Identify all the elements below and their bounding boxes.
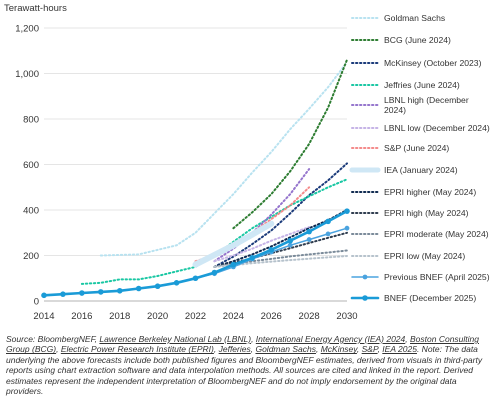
- series-line-iea-january-2024: [192, 220, 275, 268]
- legend-label-goldman-sachs: Goldman Sachs: [384, 13, 445, 23]
- y-tick-label: 0: [34, 297, 39, 308]
- x-tick-label: 2020: [147, 311, 168, 322]
- x-tick-label: 2030: [336, 311, 357, 322]
- legend-label-mckinsey-october-2023: McKinsey (October 2023): [384, 58, 482, 68]
- source-link[interactable]: McKinsey: [320, 344, 357, 355]
- data-point-bnef-december-2025: [116, 287, 123, 294]
- y-tick-label: 800: [23, 115, 39, 126]
- legend-label-bcg-june-2024: BCG (June 2024): [384, 35, 451, 45]
- y-tick-label: 400: [23, 206, 39, 217]
- legend-marker-previous-bnef-april-2025: [362, 274, 368, 280]
- data-point-bnef-december-2025: [249, 254, 256, 261]
- source-link[interactable]: S&P: [361, 344, 378, 355]
- legend-label-epri-moderate-may-2024: EPRI moderate (May 2024): [384, 229, 489, 239]
- data-point-bnef-december-2025: [154, 283, 161, 290]
- legend-label-bnef-december-2025: BNEF (December 2025): [384, 293, 476, 303]
- legend-label-lbnl-high-december-2024: LBNL high (December 2024): [384, 95, 469, 115]
- x-tick-label: 2028: [299, 311, 320, 322]
- y-tick-label: 200: [23, 251, 39, 262]
- series-line-bcg-june-2024: [232, 58, 348, 230]
- data-point-bnef-december-2025: [79, 290, 85, 296]
- x-tick-labels: 2014 2016 2018 2020 2022 2024 2026 2028 2030: [33, 311, 357, 322]
- series-line-epri-high-may-2024: [213, 231, 348, 268]
- data-point-previous-bnef-april-2025: [287, 242, 293, 248]
- data-point-bnef-december-2025: [287, 237, 293, 244]
- y-tick-label: 1,000: [15, 69, 39, 80]
- legend-marker-bnef-december-2025: [362, 295, 368, 301]
- y-axis-label: Terawatt-hours: [4, 3, 67, 14]
- legend-label-epri-high-may-2024: EPRI high (May 2024): [384, 208, 469, 218]
- x-tick-label: 2022: [185, 311, 206, 322]
- x-tick-label: 2024: [223, 311, 244, 322]
- data-point-bnef-december-2025: [135, 285, 142, 292]
- forecast-chart: Terawatt-hours 0 200 400 600 800 1,000 1,200 2…: [4, 3, 490, 322]
- source-link[interactable]: Electric Power Research Institute (EPRI): [60, 344, 214, 355]
- x-tick-label: 2016: [71, 311, 92, 322]
- source-link[interactable]: IEA 2025: [382, 344, 417, 355]
- data-point-bnef-december-2025: [344, 208, 350, 214]
- data-point-bnef-december-2025: [41, 292, 47, 299]
- series-line-s-p-june-2024: [194, 186, 311, 263]
- source-link[interactable]: Lawrence Berkeley National Lab (LBNL): [99, 334, 252, 344]
- legend-label-lbnl-low-december-2024: LBNL low (December 2024): [384, 123, 490, 133]
- source-link[interactable]: Jefferies: [218, 344, 251, 355]
- legend-label-previous-bnef-april-2025: Previous BNEF (April 2025): [384, 272, 490, 282]
- source-link[interactable]: Boston Consulting Group (BCG): [6, 334, 479, 355]
- legend-label-jeffries-june-2024: Jeffries (June 2024): [384, 80, 460, 90]
- series-line-goldman-sachs: [99, 61, 348, 257]
- data-point-bnef-december-2025: [230, 261, 237, 268]
- x-tick-label: 2026: [261, 311, 282, 322]
- series-lines: [41, 58, 350, 299]
- data-point-bnef-december-2025: [306, 228, 312, 235]
- data-point-previous-bnef-april-2025: [306, 237, 312, 242]
- legend-label-epri-higher-may-2024: EPRI higher (May 2024): [384, 187, 476, 197]
- data-point-bnef-december-2025: [98, 289, 104, 295]
- x-tick-label: 2018: [109, 311, 130, 322]
- data-point-bnef-december-2025: [192, 275, 199, 282]
- y-tick-labels: 0 200 400 600 800 1,000 1,200: [15, 24, 39, 308]
- legend: Goldman Sachs BCG (June 2024) McKinsey (Oc…: [349, 13, 490, 303]
- source-link[interactable]: Goldman Sachs: [255, 344, 316, 355]
- legend-label-s-p-june-2024: S&P (June 2024): [384, 143, 449, 153]
- data-point-bnef-december-2025: [60, 291, 66, 297]
- series-line-lbnl-high-december-2024: [213, 168, 311, 263]
- legend-label-epri-low-may-2024: EPRI low (May 2024): [384, 251, 465, 261]
- data-point-bnef-december-2025: [268, 247, 275, 253]
- source-note: Source: BloombergNEF, Lawrence Berkeley …: [6, 334, 483, 397]
- x-tick-label: 2014: [33, 311, 54, 322]
- data-point-previous-bnef-april-2025: [325, 231, 331, 237]
- series-line-epri-higher-may-2024: [213, 209, 348, 268]
- source-link[interactable]: International Energy Agency (IEA) 2024: [255, 334, 406, 344]
- data-point-bnef-december-2025: [173, 280, 180, 286]
- y-tick-label: 1,200: [15, 24, 39, 35]
- y-tick-label: 600: [23, 160, 39, 171]
- data-point-bnef-december-2025: [325, 218, 331, 225]
- grid-lines: [44, 27, 347, 302]
- data-point-previous-bnef-april-2025: [344, 225, 350, 231]
- legend-label-iea-january-2024: IEA (January 2024): [384, 165, 458, 175]
- series-line-lbnl-low-december-2024: [213, 226, 311, 263]
- data-point-bnef-december-2025: [211, 269, 218, 276]
